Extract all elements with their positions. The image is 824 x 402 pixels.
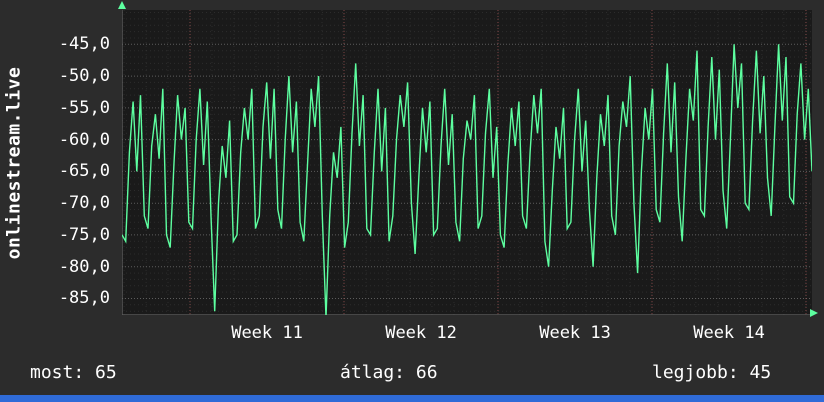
y-tick-label: -85,0 — [58, 288, 110, 309]
plot-area — [118, 1, 818, 317]
y-axis-labels: -45,0 -50,0 -55,0 -60,0 -65,0 -70,0 -75,0 -80,0… — [0, 10, 116, 315]
stat-most: most: 65 — [30, 362, 117, 383]
stats-row: most: 65 átlag: 66 legjobb: 45 — [0, 358, 824, 390]
x-tick-label: Week 11 — [231, 323, 303, 343]
axes — [122, 10, 812, 315]
y-tick-label: -75,0 — [58, 224, 110, 245]
y-tick-label: -70,0 — [58, 193, 110, 214]
y-tick-label: -50,0 — [58, 66, 110, 87]
stat-atlag: átlag: 66 — [340, 362, 438, 383]
y-tick-label: -55,0 — [58, 97, 110, 118]
x-axis-arrow-icon — [810, 309, 818, 317]
grid-major — [122, 10, 812, 315]
grid-minor — [122, 10, 812, 315]
x-tick-label: Week 14 — [693, 323, 765, 343]
x-axis-labels: Week 11 Week 12 Week 13 Week 14 — [122, 315, 812, 345]
stat-legjobb: legjobb: 45 — [652, 362, 772, 383]
y-tick-label: -80,0 — [58, 256, 110, 277]
y-axis-arrow-icon — [118, 1, 126, 9]
signal-line — [122, 44, 812, 315]
x-tick-label: Week 12 — [385, 323, 457, 343]
y-tick-label: -45,0 — [58, 34, 110, 55]
signal-chart — [122, 10, 812, 315]
bottom-bar — [0, 395, 824, 402]
y-tick-label: -60,0 — [58, 129, 110, 150]
x-tick-label: Week 13 — [539, 323, 611, 343]
y-tick-label: -65,0 — [58, 161, 110, 182]
